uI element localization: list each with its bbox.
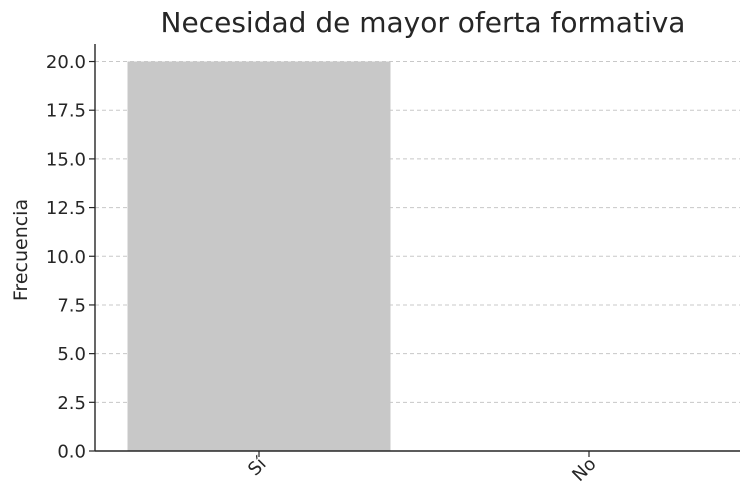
x-axis-ticks: Sí No: [244, 451, 601, 486]
y-tick-label: 0.0: [57, 442, 86, 463]
y-tick-label: 7.5: [57, 295, 86, 316]
y-tick-label: 5.0: [57, 344, 86, 365]
y-tick-label: 20.0: [46, 52, 86, 73]
y-tick-label: 10.0: [46, 247, 86, 268]
y-tick-label: 15.0: [46, 149, 86, 170]
y-tick-label: 12.5: [46, 198, 86, 219]
x-tick-label: No: [568, 454, 600, 486]
y-axis-ticks: 0.0 2.5 5.0 7.5 10.0 12.5 15.0 17.5 20.0: [46, 52, 95, 463]
y-tick-label: 2.5: [57, 393, 86, 414]
x-tick-label: Sí: [244, 453, 271, 480]
bars: [127, 61, 391, 452]
y-tick-label: 17.5: [46, 101, 86, 122]
bar: [127, 61, 391, 452]
axes: [94, 44, 740, 452]
y-axis-label: Frecuencia: [10, 199, 32, 301]
chart-title: Necesidad de mayor oferta formativa: [161, 6, 686, 39]
